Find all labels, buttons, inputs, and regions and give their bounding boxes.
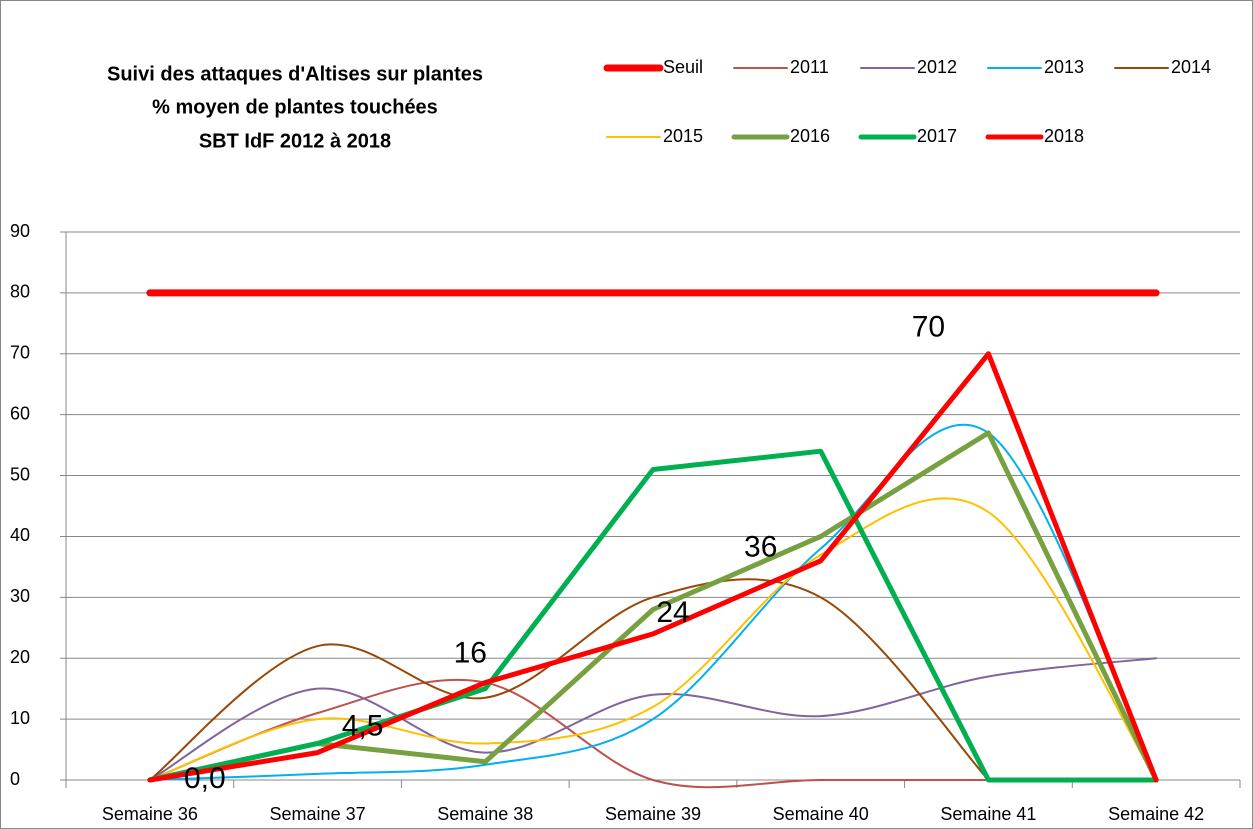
- y-tick-label: 20: [10, 647, 30, 667]
- y-tick-label: 10: [10, 708, 30, 728]
- series-line: [148, 678, 990, 789]
- y-tick-label: 0: [10, 769, 20, 789]
- x-tick-label: Semaine 40: [773, 804, 869, 824]
- x-tick-label: Semaine 42: [1108, 804, 1204, 824]
- y-tick-label: 50: [10, 464, 30, 484]
- legend-label: Seuil: [663, 57, 703, 77]
- chart-title: Suivi des attaques d'Altises sur plantes: [107, 63, 483, 85]
- x-tick-label: Semaine 41: [940, 804, 1036, 824]
- y-tick-label: 90: [10, 221, 30, 241]
- data-label: 16: [454, 636, 487, 669]
- legend-label: 2017: [917, 126, 957, 146]
- data-label: 0,0: [184, 762, 226, 795]
- legend-label: 2014: [1171, 57, 1211, 77]
- x-tick-label: Semaine 37: [270, 804, 366, 824]
- data-label: 36: [744, 531, 777, 564]
- legend-label: 2018: [1044, 126, 1084, 146]
- legend-label: 2011: [790, 57, 829, 77]
- data-label: 4,5: [342, 710, 384, 743]
- legend-label: 2016: [790, 126, 830, 146]
- y-tick-label: 70: [10, 343, 30, 363]
- y-tick-label: 60: [10, 403, 30, 423]
- legend-label: 2012: [917, 57, 957, 77]
- series-line: [147, 351, 1159, 783]
- data-label: 70: [912, 311, 945, 344]
- chart-title: % moyen de plantes touchées: [152, 96, 438, 118]
- legend-label: 2013: [1044, 57, 1084, 77]
- series-line: [148, 578, 990, 781]
- series-line: [147, 448, 1159, 783]
- x-tick-label: Semaine 36: [102, 804, 198, 824]
- series-line: [148, 497, 1158, 781]
- data-label: 24: [656, 596, 689, 629]
- series-line: [148, 423, 1158, 781]
- series-line: [148, 657, 1158, 781]
- legend-label: 2015: [663, 126, 703, 146]
- x-tick-label: Semaine 39: [605, 804, 701, 824]
- chart-title: SBT IdF 2012 à 2018: [199, 130, 391, 152]
- x-tick-label: Semaine 38: [437, 804, 533, 824]
- y-tick-label: 30: [10, 586, 30, 606]
- y-tick-label: 80: [10, 282, 30, 302]
- y-tick-label: 40: [10, 525, 30, 545]
